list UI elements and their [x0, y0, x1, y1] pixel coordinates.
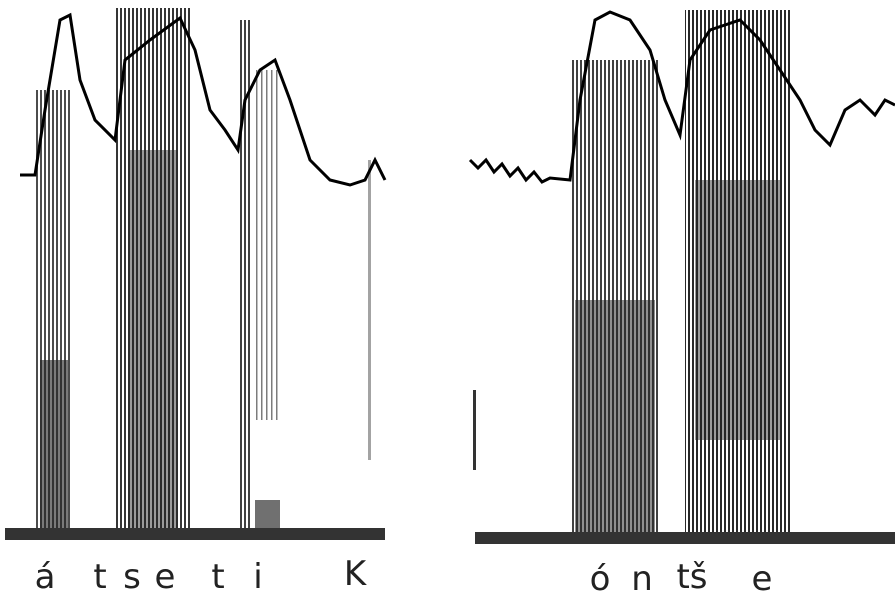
segment-label: á [35, 557, 56, 597]
segment-label: s [123, 557, 141, 597]
segment-label: t [93, 557, 106, 597]
left-spectrogram [5, 8, 387, 540]
segment-label: n [631, 559, 653, 599]
right-spectrogram [468, 10, 895, 544]
segment-label: t [211, 557, 224, 597]
segment-label: tš [676, 557, 707, 597]
segment-label: e [752, 559, 773, 599]
left-labels: á t s e t i K [35, 554, 368, 597]
segment-label: i [253, 557, 262, 597]
segment-label: e [155, 557, 176, 597]
segment-label: ó [590, 559, 611, 599]
segment-label: K [344, 554, 368, 594]
right-labels: ó n tš e [590, 557, 773, 599]
